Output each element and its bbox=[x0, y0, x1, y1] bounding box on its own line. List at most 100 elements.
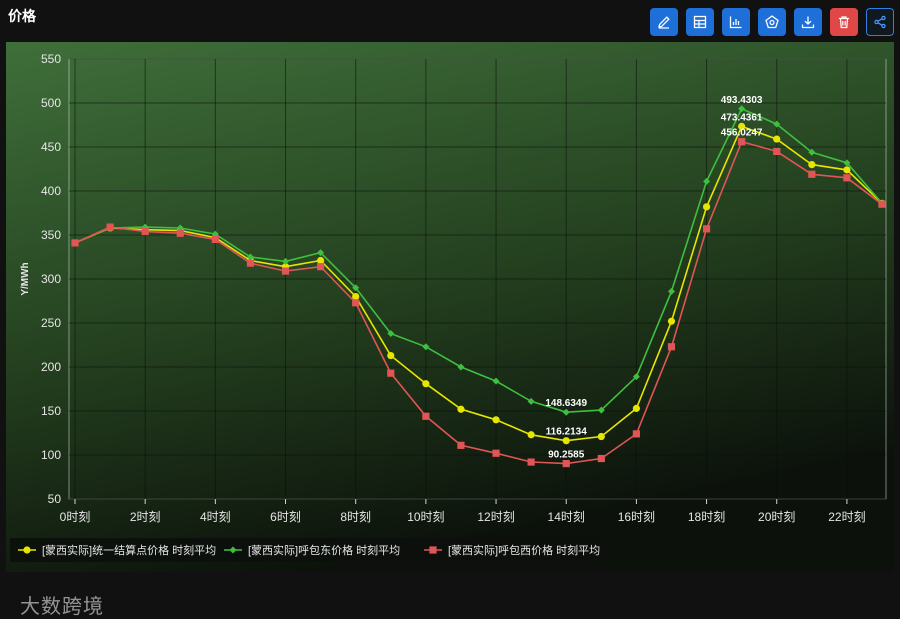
trash-icon bbox=[839, 16, 849, 29]
y-tick-label: 150 bbox=[41, 404, 61, 418]
legend-label: [蒙西实际]统一结算点价格 时刻平均 bbox=[42, 543, 216, 557]
data-point bbox=[808, 161, 816, 169]
data-label: 116.2134 bbox=[546, 427, 588, 438]
data-point bbox=[843, 174, 851, 182]
data-point bbox=[738, 105, 746, 113]
data-point bbox=[492, 416, 500, 424]
theme-button[interactable] bbox=[758, 8, 786, 36]
palette-icon bbox=[765, 15, 779, 29]
data-point bbox=[317, 263, 325, 271]
data-point bbox=[773, 120, 781, 128]
data-point bbox=[843, 159, 851, 167]
data-point bbox=[457, 405, 465, 413]
legend-entry: [蒙西实际]统一结算点价格 时刻平均 bbox=[18, 543, 216, 557]
data-point bbox=[808, 170, 816, 178]
data-point bbox=[843, 166, 851, 174]
price-line-chart: 50 100 150 200 250 300 350 400 450 500 550 0时刻 2时刻 4时… bbox=[6, 42, 894, 572]
data-point bbox=[738, 122, 746, 130]
data-point bbox=[597, 454, 605, 463]
data-point bbox=[281, 267, 290, 275]
data-point bbox=[773, 135, 781, 143]
data-point bbox=[282, 257, 290, 265]
data-point bbox=[106, 223, 114, 231]
legend-label: [蒙西实际]呼包西价格 时刻平均 bbox=[448, 543, 600, 557]
legend-label: [蒙西实际]呼包东价格 时刻平均 bbox=[248, 543, 400, 557]
bar-chart-icon bbox=[729, 16, 742, 29]
legend-marker bbox=[429, 546, 437, 554]
data-point bbox=[597, 432, 605, 441]
data-point bbox=[632, 430, 640, 438]
data-point bbox=[667, 287, 675, 295]
chart-panel: 50 100 150 200 250 300 350 400 450 500 550 0时刻 2时刻 4时… bbox=[6, 42, 894, 618]
y-tick-label: 250 bbox=[41, 316, 61, 330]
x-tick-label: 10时刻 bbox=[407, 510, 444, 524]
data-point bbox=[562, 437, 570, 445]
data-point bbox=[562, 459, 570, 468]
data-label: 148.6349 bbox=[545, 398, 587, 409]
series-line-2 bbox=[74, 140, 883, 465]
x-tick-label: 12时刻 bbox=[477, 510, 514, 524]
data-point bbox=[527, 397, 535, 405]
data-point bbox=[492, 377, 500, 385]
y-tick-label: 50 bbox=[48, 492, 62, 506]
data-point bbox=[352, 284, 360, 292]
data-point bbox=[527, 431, 535, 439]
data-point bbox=[246, 253, 254, 261]
page-title: 价格 bbox=[8, 8, 36, 24]
pencil-icon bbox=[658, 16, 670, 29]
data-point bbox=[387, 351, 395, 360]
data-label: 473.4361 bbox=[721, 112, 763, 123]
chart-toolbar bbox=[650, 8, 894, 36]
data-point bbox=[317, 249, 325, 257]
data-point bbox=[667, 343, 676, 351]
data-point bbox=[562, 408, 570, 416]
table-button[interactable] bbox=[686, 8, 714, 36]
data-point bbox=[141, 227, 149, 236]
y-tick-label: 100 bbox=[41, 448, 61, 462]
data-point bbox=[457, 441, 465, 449]
delete-button[interactable] bbox=[830, 8, 858, 36]
y-tick-label: 500 bbox=[41, 96, 61, 110]
x-tick-label: 8时刻 bbox=[340, 510, 371, 524]
data-point bbox=[738, 138, 746, 146]
legend-entry: [蒙西实际]呼包西价格 时刻平均 bbox=[424, 543, 600, 557]
data-point bbox=[703, 177, 711, 185]
y-tick-label: 350 bbox=[41, 228, 61, 242]
data-point bbox=[422, 343, 430, 351]
edit-button[interactable] bbox=[650, 8, 678, 36]
data-point bbox=[702, 225, 711, 233]
data-point bbox=[71, 239, 79, 247]
legend-box bbox=[10, 538, 598, 562]
series-line-0 bbox=[74, 125, 883, 442]
share-button[interactable] bbox=[866, 8, 894, 36]
bar-chart-button[interactable] bbox=[722, 8, 750, 36]
data-label: 90.2585 bbox=[548, 450, 585, 461]
data-point bbox=[422, 380, 430, 388]
data-point bbox=[632, 373, 640, 381]
x-tick-label: 6时刻 bbox=[270, 510, 301, 524]
download-button[interactable] bbox=[794, 8, 822, 36]
data-point bbox=[597, 406, 605, 414]
legend-entry: [蒙西实际]呼包东价格 时刻平均 bbox=[224, 543, 400, 557]
watermark-text: 大数跨境 bbox=[20, 594, 104, 618]
data-point bbox=[632, 404, 640, 412]
data-label: 493.4303 bbox=[721, 95, 763, 106]
x-tick-label: 16时刻 bbox=[618, 510, 655, 524]
x-tick-label: 22时刻 bbox=[828, 510, 865, 524]
data-point bbox=[211, 235, 219, 243]
data-point bbox=[176, 229, 184, 237]
y-tick-label: 400 bbox=[41, 184, 61, 198]
x-tick-label: 14时刻 bbox=[548, 510, 585, 524]
data-point bbox=[352, 299, 360, 307]
data-point bbox=[808, 148, 816, 156]
x-tick-label: 18时刻 bbox=[688, 510, 725, 524]
table-icon bbox=[693, 15, 707, 29]
x-tick-label: 4时刻 bbox=[200, 510, 231, 524]
x-tick-label: 2时刻 bbox=[130, 510, 161, 524]
y-tick-label: 550 bbox=[41, 52, 61, 66]
data-point bbox=[702, 203, 711, 211]
series-line-1 bbox=[74, 107, 883, 414]
data-point bbox=[422, 412, 430, 420]
y-tick-label: 300 bbox=[41, 272, 61, 286]
x-tick-label: 20时刻 bbox=[758, 510, 795, 524]
